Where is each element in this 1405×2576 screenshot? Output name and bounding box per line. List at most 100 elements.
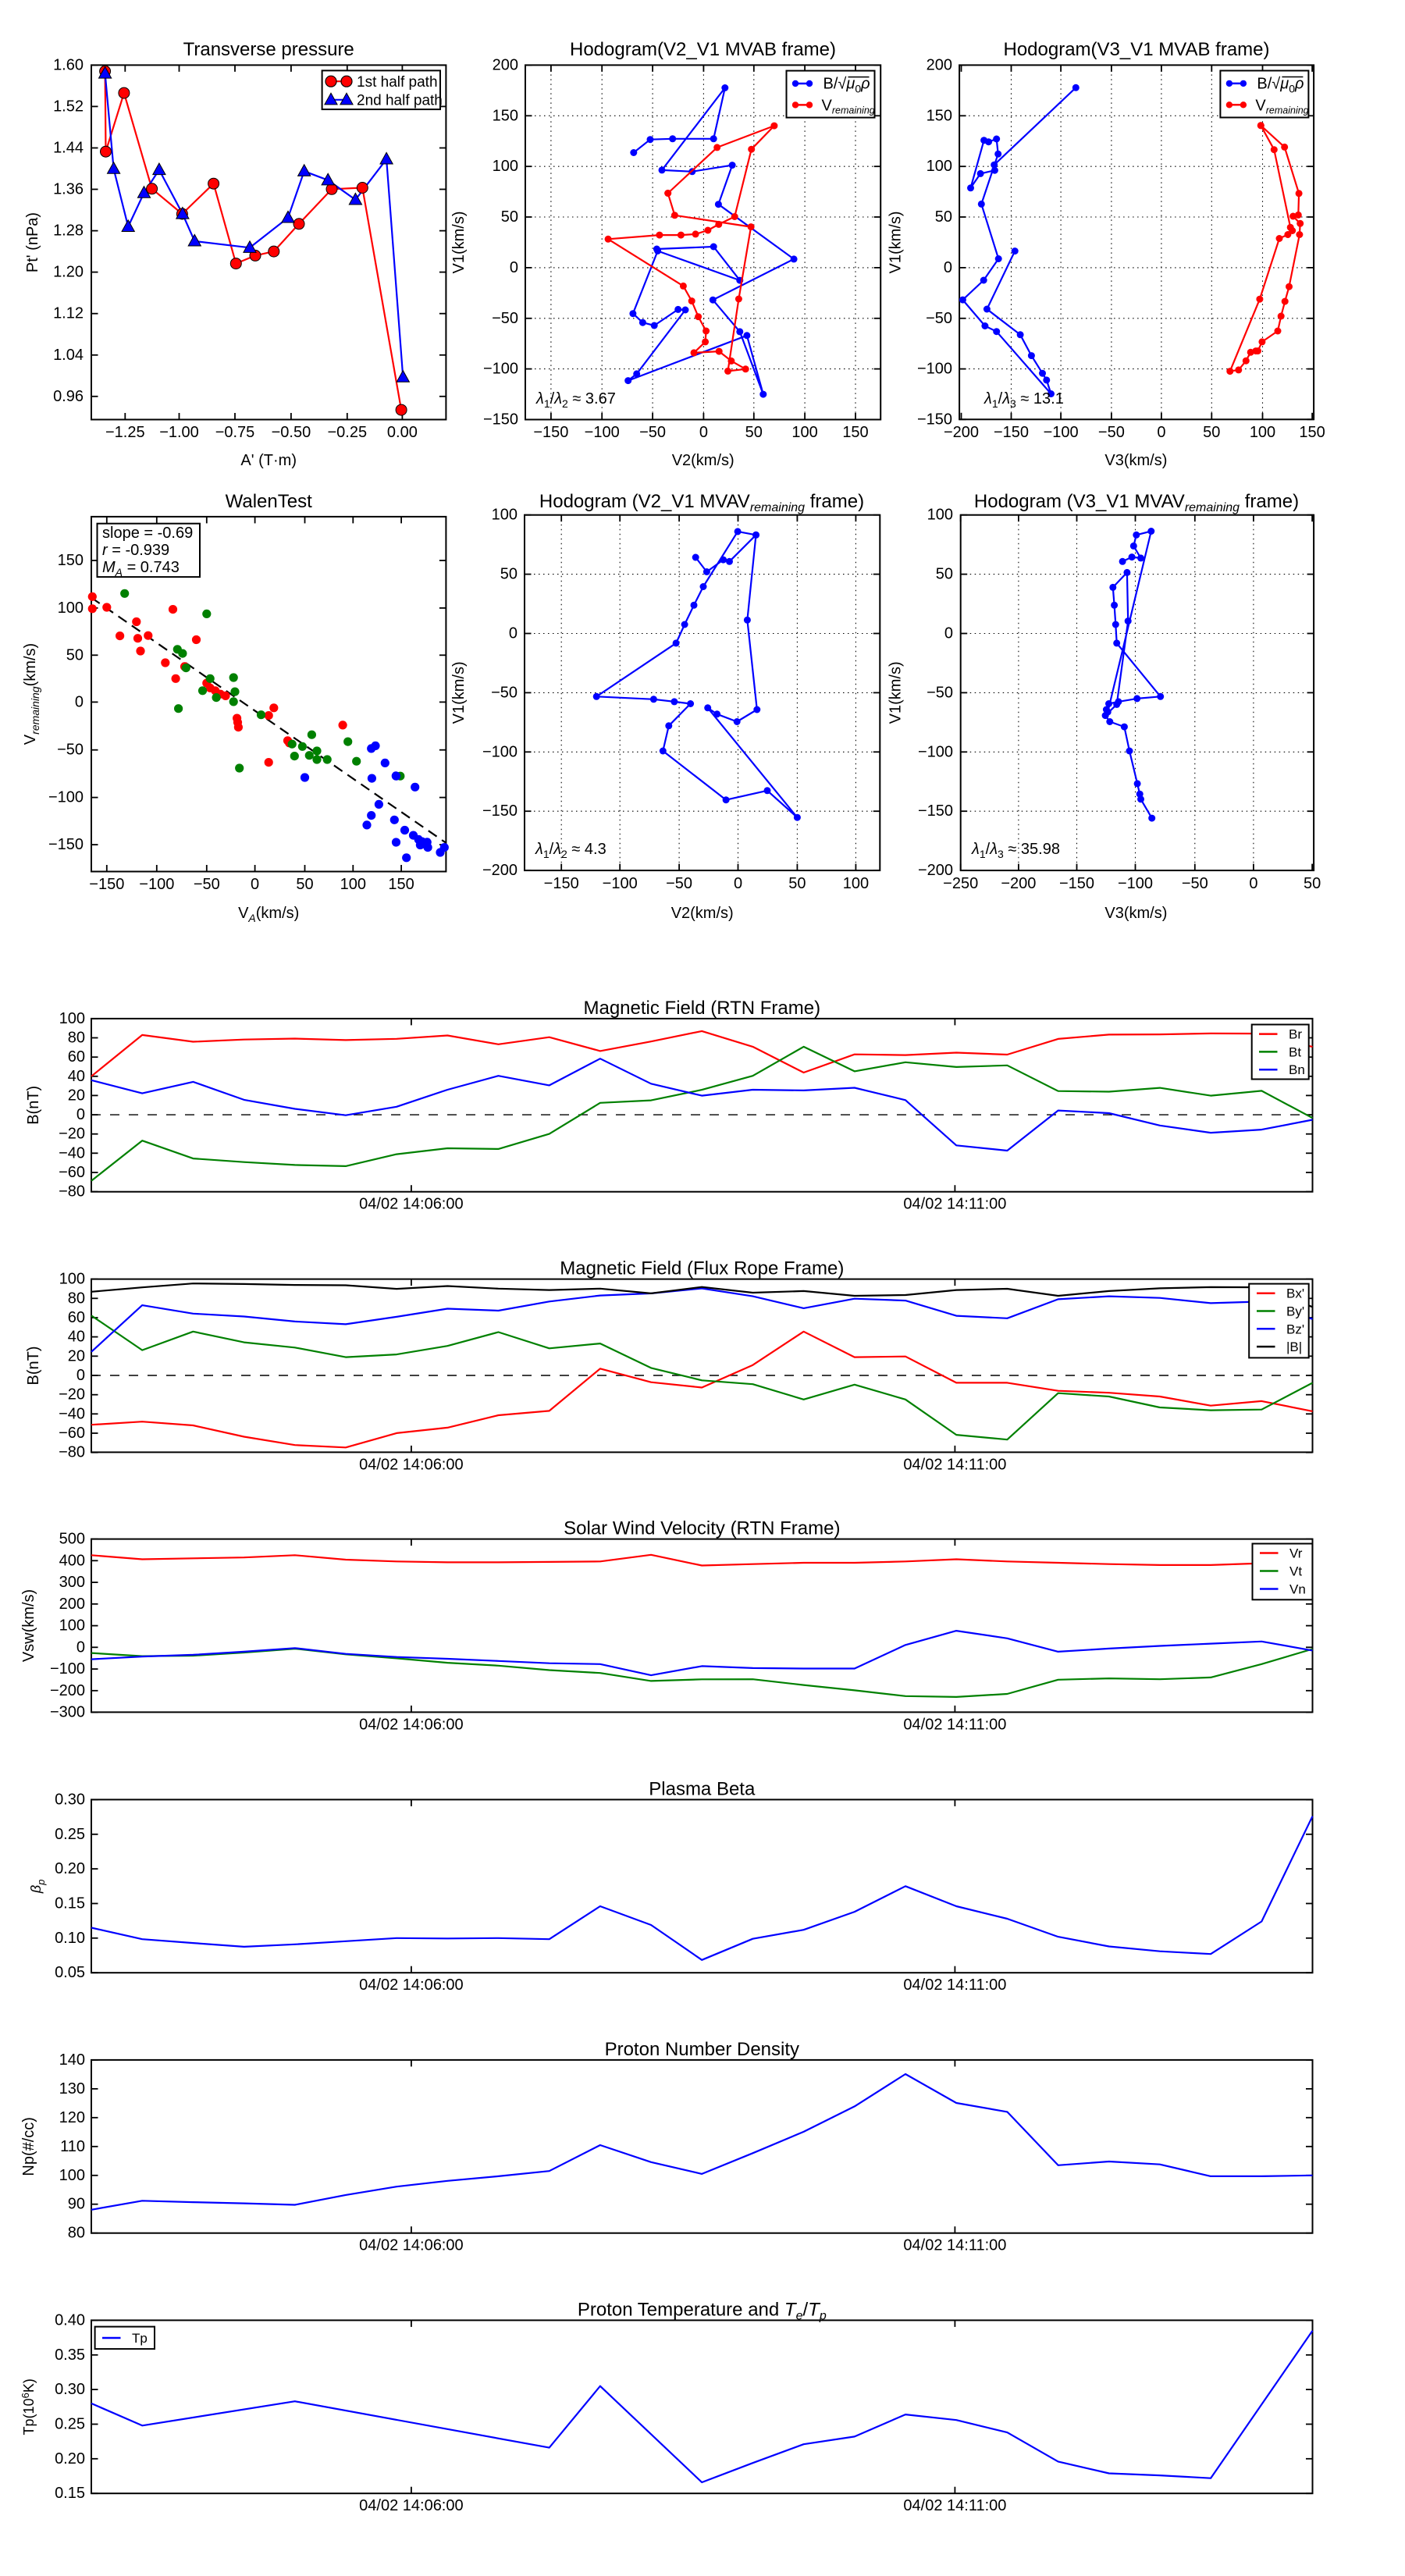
- svg-text:0.05: 0.05: [55, 1964, 85, 1981]
- svg-text:MA = 0.743: MA = 0.743: [102, 559, 180, 578]
- svg-text:0.30: 0.30: [55, 2381, 85, 2398]
- svg-text:−150: −150: [917, 411, 952, 428]
- svg-text:−150: −150: [483, 411, 518, 429]
- svg-text:B(nT): B(nT): [25, 1086, 42, 1125]
- svg-text:−150: −150: [1059, 875, 1094, 892]
- svg-text:Proton Number Density: Proton Number Density: [605, 2039, 799, 2060]
- svg-text:−50: −50: [927, 684, 953, 701]
- svg-text:−50: −50: [492, 310, 518, 327]
- svg-text:150: 150: [842, 424, 868, 441]
- svg-text:90: 90: [68, 2196, 85, 2213]
- svg-text:50: 50: [788, 875, 806, 892]
- svg-text:−1.25: −1.25: [105, 424, 145, 441]
- svg-text:100: 100: [492, 507, 518, 524]
- svg-text:−50: −50: [666, 875, 692, 892]
- svg-text:−80: −80: [59, 1183, 85, 1201]
- svg-text:−0.50: −0.50: [272, 424, 311, 441]
- svg-text:−20: −20: [59, 1126, 85, 1143]
- svg-text:0: 0: [76, 1638, 85, 1656]
- svg-text:50: 50: [936, 566, 953, 583]
- svg-text:0: 0: [76, 1367, 85, 1384]
- svg-text:0: 0: [1157, 424, 1165, 441]
- svg-text:βp: βp: [28, 1880, 47, 1895]
- svg-text:150: 150: [388, 876, 414, 893]
- svg-text:−200: −200: [482, 862, 518, 879]
- svg-text:80: 80: [68, 1290, 85, 1307]
- svg-text:−50: −50: [639, 424, 666, 441]
- svg-text:−60: −60: [59, 1425, 85, 1442]
- svg-text:0.15: 0.15: [55, 1895, 85, 1912]
- svg-text:Vn: Vn: [1289, 1582, 1306, 1597]
- svg-text:20: 20: [68, 1347, 85, 1364]
- svg-text:−50: −50: [491, 684, 518, 701]
- svg-text:Vr: Vr: [1289, 1546, 1303, 1561]
- svg-text:Tp(106K): Tp(106K): [20, 2379, 37, 2435]
- svg-text:−0.25: −0.25: [327, 424, 367, 441]
- svg-text:r = -0.939: r = -0.939: [102, 542, 169, 559]
- svg-text:0.25: 0.25: [55, 2416, 85, 2433]
- svg-text:50: 50: [296, 876, 313, 893]
- svg-text:0.15: 0.15: [55, 2485, 85, 2502]
- svg-text:100: 100: [59, 1271, 85, 1288]
- svg-text:|B|: |B|: [1286, 1340, 1302, 1354]
- svg-text:100: 100: [59, 1617, 85, 1635]
- svg-text:−300: −300: [50, 1704, 85, 1721]
- svg-text:50: 50: [935, 208, 952, 226]
- svg-text:−100: −100: [483, 361, 518, 378]
- svg-text:Bx': Bx': [1286, 1286, 1304, 1301]
- svg-text:B/√μ0ρ: B/√μ0ρ: [1257, 76, 1304, 95]
- svg-text:200: 200: [493, 56, 518, 73]
- svg-text:1.36: 1.36: [53, 181, 84, 198]
- svg-text:−150: −150: [994, 424, 1029, 441]
- svg-text:−150: −150: [533, 424, 568, 441]
- svg-text:−100: −100: [585, 424, 620, 441]
- svg-text:−50: −50: [1182, 875, 1208, 892]
- svg-text:−0.75: −0.75: [215, 424, 255, 441]
- svg-text:−250: −250: [943, 875, 978, 892]
- svg-text:Vsw(km/s): Vsw(km/s): [20, 1589, 37, 1662]
- svg-text:Plasma Beta: Plasma Beta: [649, 1778, 756, 1799]
- svg-text:V1(km/s): V1(km/s): [450, 661, 468, 724]
- svg-text:50: 50: [745, 424, 763, 441]
- svg-text:100: 100: [493, 158, 518, 175]
- svg-text:−150: −150: [482, 802, 518, 820]
- svg-text:1.04: 1.04: [53, 347, 84, 364]
- svg-text:Hodogram (V3_V1 MVAVremaining: Hodogram (V3_V1 MVAVremaining frame): [974, 491, 1299, 514]
- svg-text:V3(km/s): V3(km/s): [1104, 452, 1167, 469]
- svg-text:110: 110: [60, 2138, 85, 2155]
- svg-text:1.52: 1.52: [53, 98, 84, 115]
- svg-text:1.28: 1.28: [53, 222, 84, 240]
- svg-text:04/02 14:06:00: 04/02 14:06:00: [359, 1976, 463, 1994]
- svg-text:04/02 14:06:00: 04/02 14:06:00: [359, 2497, 463, 2514]
- svg-text:V1(km/s): V1(km/s): [887, 661, 905, 724]
- svg-text:Magnetic Field (RTN Frame): Magnetic Field (RTN Frame): [583, 998, 820, 1019]
- svg-text:Tp: Tp: [132, 2331, 148, 2346]
- svg-text:−50: −50: [926, 310, 952, 327]
- svg-text:λ1/λ3 ≈ 13.1: λ1/λ3 ≈ 13.1: [984, 390, 1064, 410]
- svg-text:400: 400: [59, 1552, 85, 1569]
- svg-text:0.20: 0.20: [55, 2450, 85, 2467]
- svg-text:−100: −100: [918, 743, 953, 760]
- svg-text:−60: −60: [59, 1164, 85, 1181]
- svg-text:50: 50: [501, 208, 518, 226]
- svg-text:100: 100: [340, 876, 366, 893]
- svg-text:1.12: 1.12: [53, 305, 84, 322]
- svg-text:−100: −100: [603, 875, 638, 892]
- svg-text:80: 80: [68, 2225, 85, 2242]
- svg-text:WalenTest: WalenTest: [226, 491, 312, 512]
- svg-text:1.44: 1.44: [53, 140, 84, 157]
- svg-text:−50: −50: [1098, 424, 1125, 441]
- svg-text:0: 0: [944, 625, 953, 642]
- svg-text:100: 100: [927, 158, 952, 175]
- svg-text:−80: −80: [59, 1444, 85, 1461]
- svg-text:04/02 14:11:00: 04/02 14:11:00: [903, 2497, 1006, 2514]
- svg-text:200: 200: [59, 1596, 85, 1613]
- svg-text:−40: −40: [59, 1144, 85, 1162]
- svg-text:130: 130: [59, 2080, 85, 2097]
- svg-text:−200: −200: [1001, 875, 1036, 892]
- svg-text:50: 50: [66, 646, 84, 664]
- svg-text:B(nT): B(nT): [25, 1347, 42, 1386]
- svg-text:1.60: 1.60: [53, 56, 84, 73]
- svg-text:Hodogram(V2_V1 MVAB frame): Hodogram(V2_V1 MVAB frame): [570, 39, 836, 60]
- svg-text:V1(km/s): V1(km/s): [450, 212, 468, 274]
